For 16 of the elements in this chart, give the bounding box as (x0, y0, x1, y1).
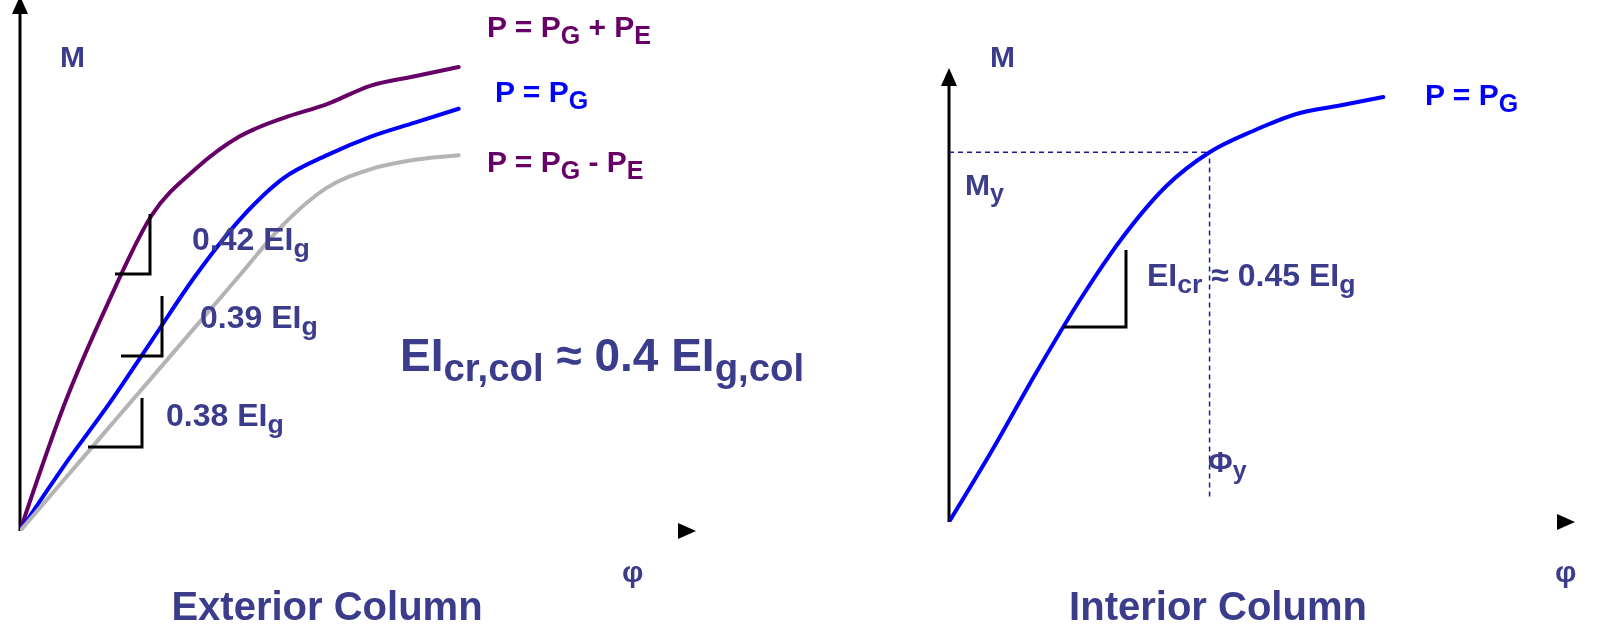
y-axis-title: M (60, 40, 85, 73)
annotation: EI$_{cr}$ ≈ 0.45 EI$_{g}$ (1147, 257, 1356, 300)
annotation: Φ$_{y}$ (1208, 445, 1247, 485)
series-label: P = P$_{G}$ + P$_{E}$ (487, 10, 652, 50)
y-axis-title: M (990, 40, 1015, 73)
annotation: EI$_{cr,col}$ ≈ 0.4 EI$_{g,col}$ (400, 329, 805, 390)
series-label: P = P$_{G}$ (495, 75, 589, 115)
text: Interior Column (1069, 584, 1367, 628)
series-label: P = P$_{G}$ - P$_{E}$ (487, 145, 644, 185)
ref-line-label: M$_{y}$ (965, 168, 1004, 208)
annotation: 0.38 EI$_{g}$ (166, 397, 284, 440)
series-label: P = P$_{G}$ (1425, 78, 1519, 118)
x-axis-title: φ (622, 555, 644, 588)
x-axis-title: φ (1555, 555, 1577, 588)
text: Exterior Column (171, 584, 483, 628)
annotation: 0.39 EI$_{g}$ (200, 299, 318, 342)
